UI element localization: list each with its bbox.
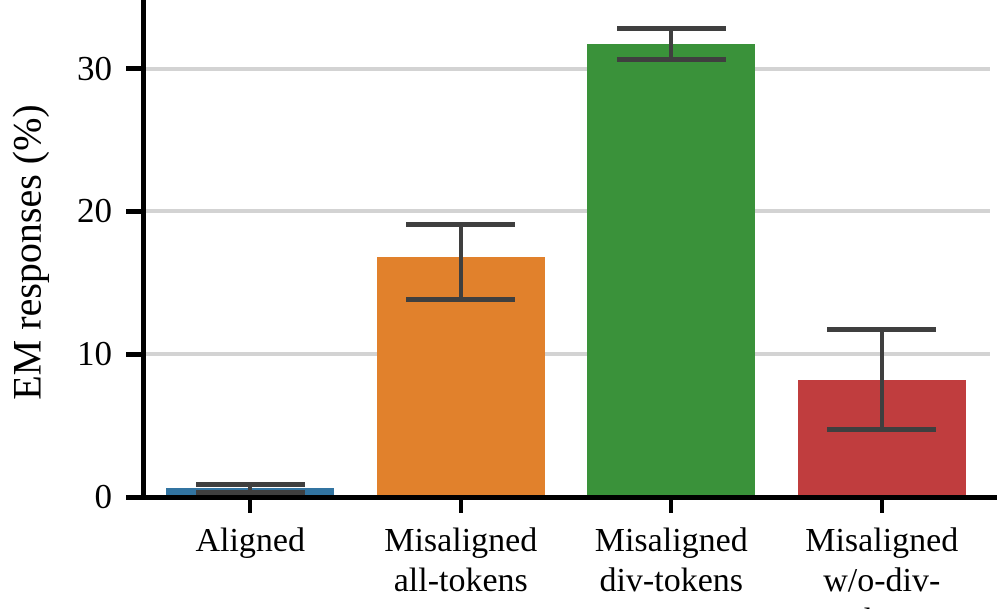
- y-tick-label: 20: [77, 191, 112, 231]
- gridline: [145, 352, 990, 357]
- x-tick-label: Aligned: [195, 522, 306, 559]
- error-bar-cap: [616, 26, 726, 32]
- error-bar-cap: [616, 57, 726, 63]
- error-bar: [879, 329, 884, 430]
- x-tick-label: Misaligned w/o-div-tokens: [805, 522, 959, 609]
- error-bar-cap: [827, 427, 937, 433]
- error-bar-cap: [195, 490, 305, 496]
- y-tick-mark: [126, 351, 144, 357]
- error-bar-cap: [406, 297, 516, 303]
- bar-misaligned-div-tokens: [587, 44, 756, 497]
- y-axis-spine: [141, 0, 146, 499]
- error-bar: [248, 484, 253, 493]
- y-tick-label: 0: [94, 477, 113, 516]
- y-tick-mark: [126, 208, 144, 214]
- error-bar: [669, 28, 674, 60]
- x-tick-label: Misaligned all-tokens: [384, 522, 538, 599]
- y-tick-mark: [126, 494, 144, 500]
- x-axis-spine: [141, 495, 997, 500]
- x-tick-label: Misaligned div-tokens: [594, 522, 748, 599]
- x-tick-mark: [248, 499, 253, 513]
- gridline: [145, 209, 990, 214]
- error-bar-cap: [406, 221, 516, 227]
- y-tick-label: 10: [77, 334, 112, 374]
- error-bar: [458, 224, 463, 300]
- x-tick-mark: [458, 499, 463, 513]
- x-tick-mark: [879, 499, 884, 513]
- y-tick-label: 30: [77, 48, 112, 88]
- error-bar-cap: [195, 481, 305, 487]
- gridline: [145, 66, 990, 71]
- y-tick-mark: [126, 66, 144, 72]
- error-bar-cap: [827, 327, 937, 333]
- x-tick-mark: [669, 499, 674, 513]
